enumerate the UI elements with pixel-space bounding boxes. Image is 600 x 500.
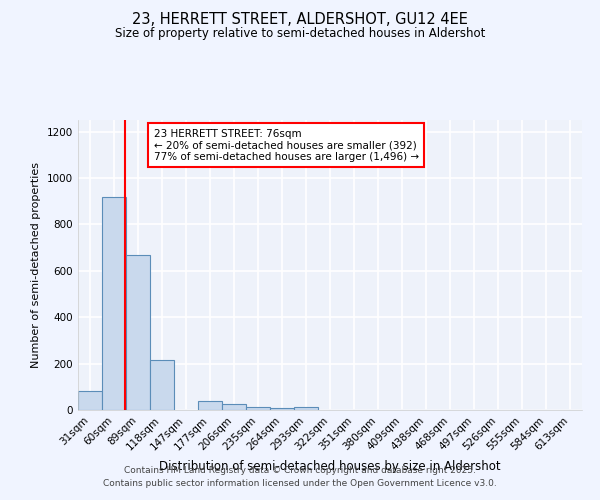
Text: 23 HERRETT STREET: 76sqm
← 20% of semi-detached houses are smaller (392)
77% of : 23 HERRETT STREET: 76sqm ← 20% of semi-d… <box>154 128 419 162</box>
Bar <box>102 196 126 410</box>
Bar <box>246 407 270 410</box>
Bar <box>294 407 318 410</box>
Text: 23, HERRETT STREET, ALDERSHOT, GU12 4EE: 23, HERRETT STREET, ALDERSHOT, GU12 4EE <box>132 12 468 28</box>
Text: Contains HM Land Registry data © Crown copyright and database right 2025.
Contai: Contains HM Land Registry data © Crown c… <box>103 466 497 487</box>
Bar <box>198 401 222 410</box>
Bar <box>78 392 102 410</box>
Bar <box>270 408 294 410</box>
Bar <box>150 360 174 410</box>
Bar <box>222 404 246 410</box>
Text: Size of property relative to semi-detached houses in Aldershot: Size of property relative to semi-detach… <box>115 28 485 40</box>
Y-axis label: Number of semi-detached properties: Number of semi-detached properties <box>31 162 41 368</box>
Bar <box>126 254 150 410</box>
X-axis label: Distribution of semi-detached houses by size in Aldershot: Distribution of semi-detached houses by … <box>159 460 501 473</box>
